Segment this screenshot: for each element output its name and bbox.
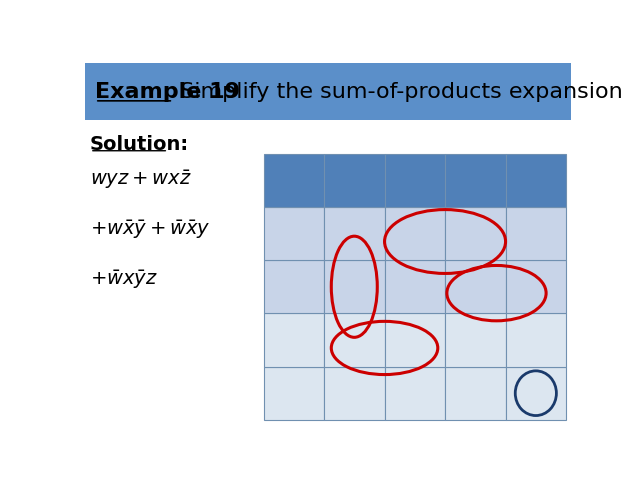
Bar xyxy=(264,260,324,313)
Bar xyxy=(506,260,566,313)
Bar xyxy=(324,367,385,420)
Bar xyxy=(324,207,385,260)
Bar xyxy=(324,260,385,313)
Bar xyxy=(85,63,571,120)
Text: Solution:: Solution: xyxy=(90,135,189,154)
Bar xyxy=(506,207,566,260)
Bar xyxy=(445,154,506,207)
Bar xyxy=(324,154,385,207)
Bar xyxy=(264,313,324,367)
Bar xyxy=(506,313,566,367)
Text: $+ \bar{w}x\bar{y}z$: $+ \bar{w}x\bar{y}z$ xyxy=(90,268,158,291)
Bar xyxy=(445,260,506,313)
Bar xyxy=(264,154,324,207)
Bar xyxy=(385,367,445,420)
Bar xyxy=(385,154,445,207)
Bar xyxy=(445,207,506,260)
Bar xyxy=(324,313,385,367)
Bar xyxy=(264,207,324,260)
Bar xyxy=(385,313,445,367)
Bar xyxy=(385,260,445,313)
Bar xyxy=(445,367,506,420)
Text: Example 19: Example 19 xyxy=(95,82,240,102)
Bar xyxy=(264,367,324,420)
Bar xyxy=(445,313,506,367)
Bar xyxy=(506,154,566,207)
Bar xyxy=(506,367,566,420)
Bar xyxy=(385,207,445,260)
Text: $+ w\bar{x}\bar{y} + \bar{w}\bar{x}y$: $+ w\bar{x}\bar{y} + \bar{w}\bar{x}y$ xyxy=(90,218,211,241)
Text: $wyz + wx\bar{z}$: $wyz + wx\bar{z}$ xyxy=(90,168,191,192)
Text: Simplify the sum-of-products expansion: Simplify the sum-of-products expansion xyxy=(173,82,623,102)
